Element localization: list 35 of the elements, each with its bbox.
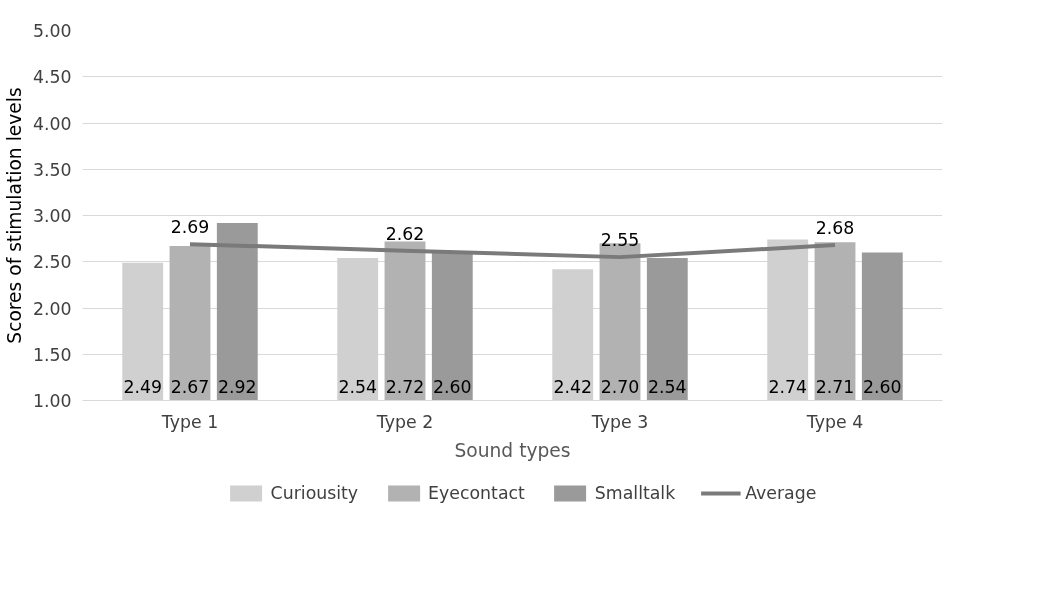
x-tick-label: Type 4 (805, 411, 864, 432)
x-tick-label: Type 3 (590, 411, 649, 432)
legend-label: Average (745, 483, 817, 503)
data-label: 2.49 (123, 377, 162, 398)
x-axis-title: Sound types (454, 439, 571, 461)
data-label: 2.62 (385, 223, 425, 244)
data-label: 2.71 (815, 377, 855, 398)
data-label: 2.92 (218, 377, 257, 398)
y-tick-label: 4.50 (32, 67, 72, 88)
y-tick-label: 1.50 (32, 344, 72, 365)
legend-label: Curiousity (270, 483, 359, 503)
x-tick-label: Type 2 (375, 411, 434, 432)
y-tick-label: 2.00 (32, 298, 72, 319)
y-tick-label: 3.00 (32, 206, 72, 226)
data-label: 2.67 (170, 377, 210, 398)
data-label: 2.68 (815, 218, 855, 238)
legend-label: Smalltalk (594, 483, 676, 503)
y-axis-title: Scores of stimulation levels (3, 87, 25, 344)
y-tick-label: 4.00 (32, 113, 72, 134)
legend-label: Eyecontact (428, 483, 525, 503)
y-tick-label: 3.50 (32, 159, 72, 180)
data-label: 2.69 (170, 217, 210, 238)
data-label: 2.60 (433, 377, 472, 398)
data-label: 2.54 (338, 377, 377, 398)
data-label: 2.54 (648, 377, 687, 398)
data-label: 2.55 (600, 230, 640, 251)
data-label: 2.74 (768, 377, 807, 398)
x-tick-label: Type 1 (160, 411, 219, 432)
y-tick-label: 5.00 (32, 21, 72, 41)
data-label: 2.60 (863, 377, 902, 398)
data-label: 2.72 (385, 377, 425, 398)
y-tick-label: 1.00 (32, 391, 72, 411)
y-tick-label: 2.50 (32, 252, 72, 273)
data-label: 2.42 (553, 377, 592, 398)
data-label: 2.70 (600, 377, 640, 398)
